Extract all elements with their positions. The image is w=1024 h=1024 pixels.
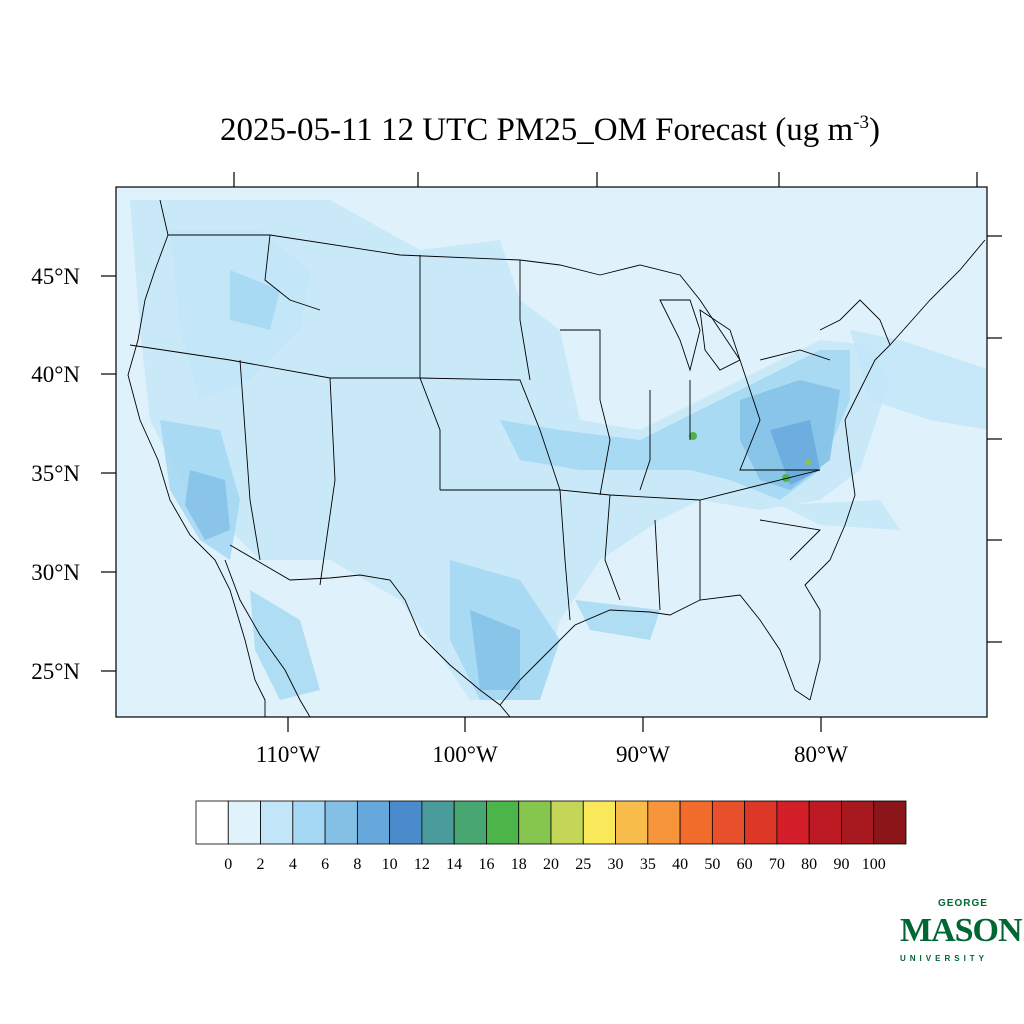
lat-label-35: 35°N: [31, 461, 80, 486]
latitude-labels: 45°N 40°N 35°N 30°N 25°N: [31, 264, 80, 684]
colorbar-swatch: [744, 800, 778, 845]
colorbar-swatch: [324, 800, 358, 845]
colorbar-swatch: [841, 800, 875, 845]
concentration-field: [130, 200, 987, 700]
colorbar-swatch: [421, 800, 455, 845]
colorbar-swatch: [808, 800, 842, 845]
colorbar-tick-label: 0: [224, 856, 233, 873]
logo-line3: UNIVERSITY: [900, 954, 989, 963]
logo-line1: GEORGE: [938, 898, 988, 909]
colorbar-swatch: [776, 800, 810, 845]
colorbar-tick-label: 6: [321, 856, 330, 873]
gmu-logo: GEORGE MASON UNIVERSITY: [898, 898, 1023, 968]
lat-label-45: 45°N: [31, 264, 80, 289]
colorbar-swatch: [356, 800, 391, 845]
colorbar-swatch: [389, 800, 423, 845]
map-title: 2025-05-11 12 UTC PM25_OM Forecast (ug m…: [220, 112, 880, 148]
colorbar-swatch: [647, 800, 681, 845]
colorbar-swatch: [486, 800, 520, 845]
colorbar-tick-label: 50: [704, 856, 721, 873]
colorbar-tick-label: 10: [381, 856, 398, 873]
colorbar-tick-label: 90: [833, 856, 850, 873]
boundary-lines: [127, 199, 986, 717]
lon-label-110: 110°W: [256, 742, 321, 767]
colorbar-swatch: [679, 800, 713, 845]
colorbar-tick-label: 40: [672, 856, 689, 873]
colorbar-tick-label: 30: [607, 856, 624, 873]
colorbar-tick-label: 80: [801, 856, 818, 873]
lon-label-100: 100°W: [432, 742, 498, 767]
lat-label-25: 25°N: [31, 659, 80, 684]
lon-label-90: 90°W: [616, 742, 670, 767]
longitude-labels: 110°W 100°W 90°W 80°W: [256, 742, 849, 767]
colorbar-tick-label: 35: [639, 856, 656, 873]
colorbar-tick-label: 16: [478, 856, 495, 873]
colorbar-swatch: [615, 800, 649, 845]
colorbar-swatch: [453, 800, 487, 845]
colorbar: [195, 800, 907, 845]
colorbar-tick-label: 8: [353, 856, 362, 873]
logo-line2: MASON: [900, 912, 1023, 949]
colorbar-tick-label: 25: [575, 856, 592, 873]
colorbar-swatch: [292, 800, 326, 845]
colorbar-swatch: [260, 800, 294, 845]
colorbar-swatch: [518, 800, 552, 845]
colorbar-tick-label: 100: [861, 856, 886, 873]
colorbar-tick-label: 2: [256, 856, 265, 873]
colorbar-swatch: [873, 800, 907, 845]
lat-label-40: 40°N: [31, 362, 80, 387]
colorbar-tick-label: 18: [510, 856, 527, 873]
plot-frame: [115, 186, 988, 718]
colorbar-swatch: [195, 800, 229, 845]
colorbar-swatch: [582, 800, 616, 845]
colorbar-swatch: [711, 800, 746, 845]
colorbar-tick-label: 12: [413, 856, 430, 873]
colorbar-swatch: [227, 800, 261, 845]
colorbar-tick-label: 4: [288, 856, 297, 873]
axis-ticks: [101, 172, 1002, 732]
colorbar-tick-label: 14: [446, 856, 463, 873]
colorbar-tick-label: 70: [768, 856, 785, 873]
colorbar-swatch: [550, 800, 584, 845]
colorbar-tick-label: 60: [736, 856, 753, 873]
lon-label-80: 80°W: [794, 742, 848, 767]
lat-label-30: 30°N: [31, 560, 80, 585]
colorbar-tick-label: 20: [543, 856, 559, 873]
